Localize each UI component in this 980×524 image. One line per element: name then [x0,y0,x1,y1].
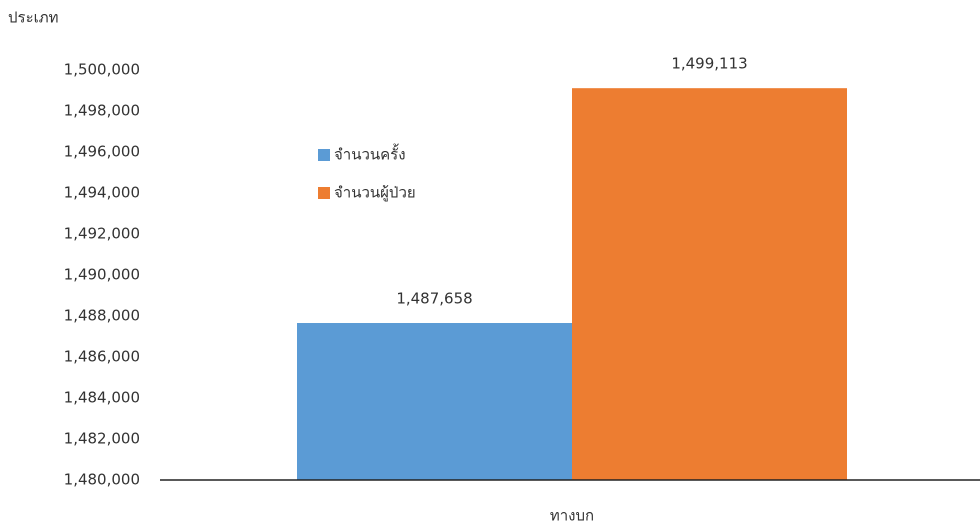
y-tick-label: 1,498,000 [64,102,140,120]
y-tick-label: 1,492,000 [64,225,140,243]
y-tick-label: 1,486,000 [64,348,140,366]
y-tick-label: 1,482,000 [64,430,140,448]
y-axis-title: ประเภท [8,9,59,27]
data-label: 1,487,658 [396,290,472,308]
y-tick-label: 1,500,000 [64,61,140,79]
y-tick-label: 1,480,000 [64,471,140,489]
y-tick-label: 1,488,000 [64,307,140,325]
legend-swatch [318,187,330,199]
legend-swatch [318,149,330,161]
legend-label: จำนวนครั้ง [334,144,406,164]
bar [297,323,572,480]
data-label: 1,499,113 [671,55,747,73]
x-tick-label: ทางบก [550,507,594,524]
y-tick-label: 1,490,000 [64,266,140,284]
y-tick-label: 1,484,000 [64,389,140,407]
y-tick-label: 1,494,000 [64,184,140,202]
y-tick-label: 1,496,000 [64,143,140,161]
legend-label: จำนวนผู้ป่วย [334,184,416,202]
bar [572,88,847,480]
